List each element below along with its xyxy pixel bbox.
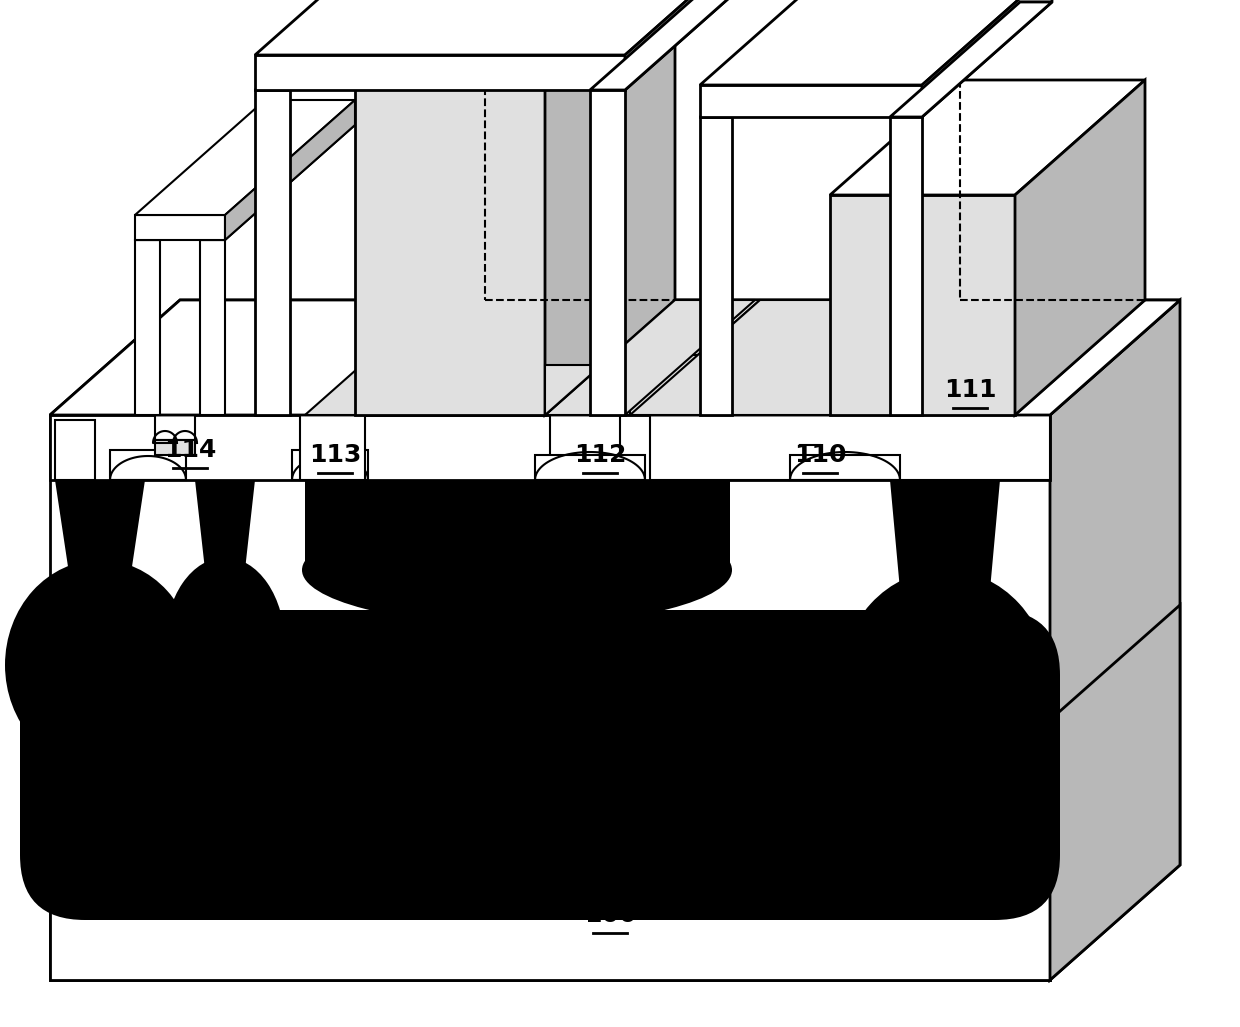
Polygon shape: [110, 450, 186, 480]
Polygon shape: [50, 300, 1180, 415]
Polygon shape: [50, 415, 1050, 480]
Polygon shape: [1050, 300, 1180, 980]
Polygon shape: [890, 2, 1052, 117]
Polygon shape: [890, 480, 999, 589]
Polygon shape: [830, 195, 1016, 415]
Polygon shape: [790, 452, 900, 480]
Polygon shape: [355, 65, 546, 415]
Polygon shape: [1050, 605, 1180, 980]
Polygon shape: [551, 405, 620, 480]
Polygon shape: [630, 355, 870, 415]
Polygon shape: [135, 240, 160, 415]
Polygon shape: [625, 0, 755, 90]
Polygon shape: [135, 215, 224, 240]
Polygon shape: [590, 0, 755, 90]
Polygon shape: [534, 452, 645, 480]
Polygon shape: [590, 90, 625, 415]
Polygon shape: [135, 125, 290, 240]
Polygon shape: [200, 240, 224, 415]
Polygon shape: [55, 420, 95, 480]
Text: 110: 110: [794, 443, 846, 467]
Polygon shape: [830, 80, 1145, 195]
Polygon shape: [923, 0, 1052, 117]
Polygon shape: [55, 480, 145, 580]
Polygon shape: [546, 300, 760, 415]
Text: 112: 112: [574, 443, 626, 467]
Polygon shape: [155, 440, 195, 455]
Polygon shape: [546, 365, 625, 405]
Polygon shape: [291, 450, 368, 480]
FancyBboxPatch shape: [20, 610, 1060, 920]
Polygon shape: [546, 300, 755, 415]
Polygon shape: [224, 100, 355, 240]
Polygon shape: [355, 0, 675, 65]
Text: 100: 100: [584, 903, 636, 927]
Text: 103: 103: [419, 533, 471, 557]
Text: 111: 111: [944, 378, 996, 402]
Polygon shape: [701, 117, 732, 415]
Ellipse shape: [303, 515, 732, 625]
Ellipse shape: [5, 560, 195, 770]
Ellipse shape: [839, 570, 1050, 800]
Polygon shape: [295, 325, 370, 365]
Polygon shape: [155, 375, 195, 415]
Polygon shape: [650, 415, 1050, 480]
Polygon shape: [890, 117, 923, 415]
Polygon shape: [701, 0, 1052, 85]
Polygon shape: [255, 55, 625, 90]
Text: 114: 114: [164, 438, 216, 462]
Polygon shape: [50, 720, 1050, 980]
Polygon shape: [701, 85, 923, 117]
Polygon shape: [870, 300, 1145, 415]
Polygon shape: [195, 480, 255, 570]
Polygon shape: [290, 365, 374, 405]
Polygon shape: [546, 0, 675, 415]
Polygon shape: [630, 300, 999, 415]
Text: 109: 109: [544, 533, 596, 557]
Polygon shape: [300, 405, 365, 480]
Polygon shape: [50, 300, 1180, 415]
Polygon shape: [50, 415, 1050, 980]
Text: 113: 113: [309, 443, 361, 467]
Polygon shape: [135, 100, 355, 215]
Polygon shape: [1016, 80, 1145, 415]
Ellipse shape: [165, 558, 285, 732]
Polygon shape: [701, 2, 862, 117]
Polygon shape: [305, 300, 500, 415]
Polygon shape: [155, 415, 195, 440]
Polygon shape: [200, 125, 355, 240]
Polygon shape: [870, 345, 1011, 415]
Polygon shape: [305, 480, 730, 570]
Polygon shape: [255, 90, 290, 415]
Polygon shape: [255, 0, 420, 90]
Polygon shape: [255, 0, 755, 55]
